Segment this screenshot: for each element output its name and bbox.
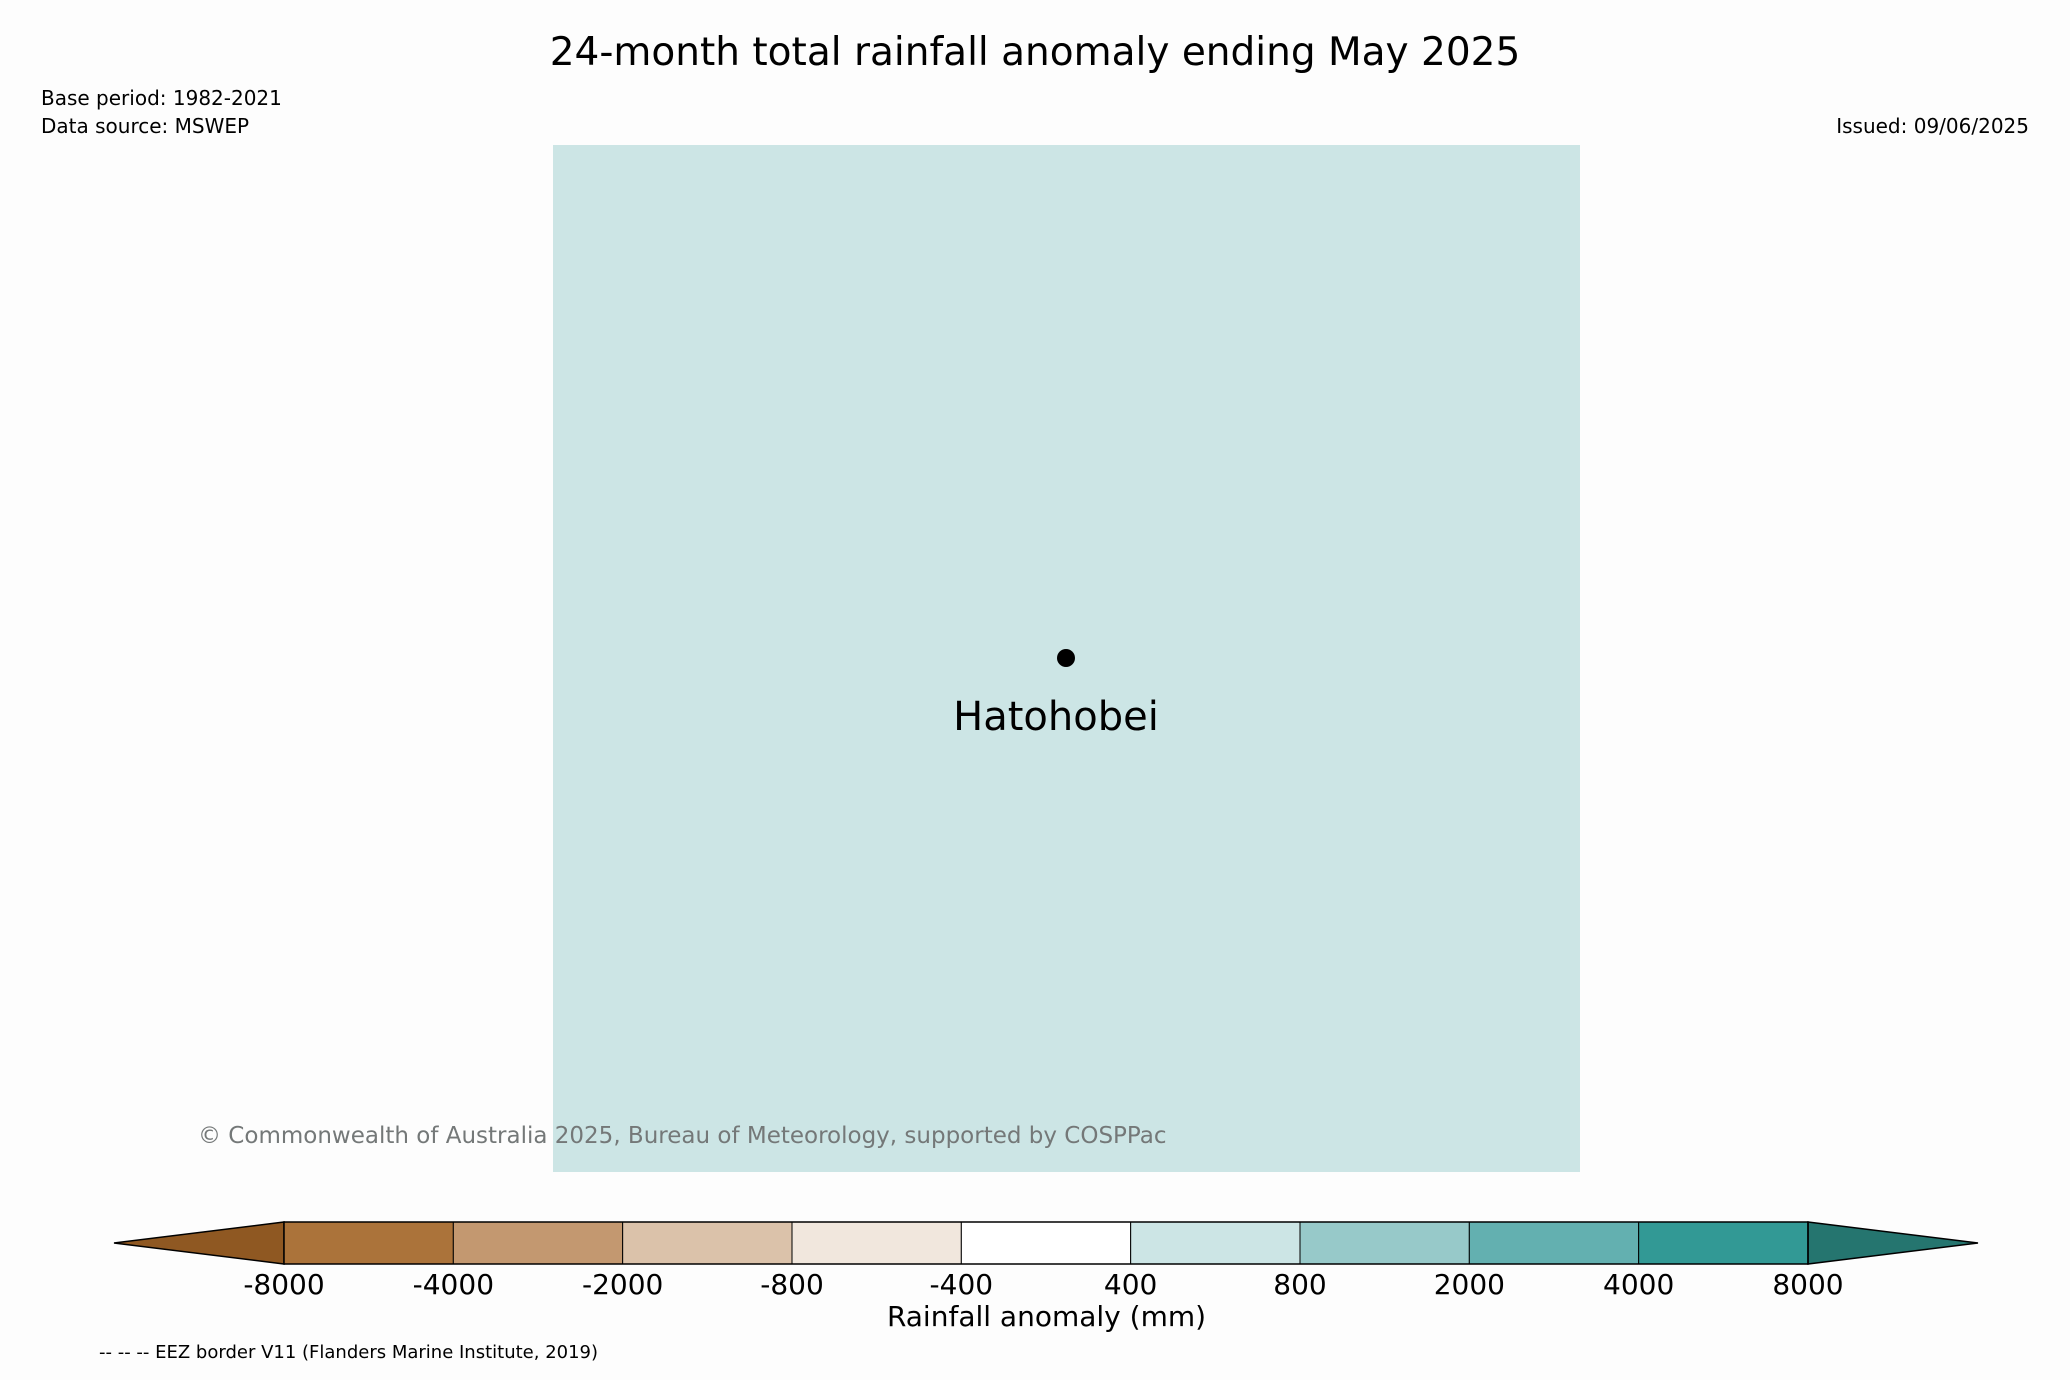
map-title: 24-month total rainfall anomaly ending M… [549,30,1521,75]
colorbar-tick-label: -800 [760,1268,824,1301]
colorbar-segment [622,1221,793,1265]
point-marker-icon [1057,649,1075,667]
colorbar [113,1221,1979,1265]
data-source: Data source: MSWEP [41,114,250,138]
copyright-notice: © Commonwealth of Australia 2025, Bureau… [198,1123,1167,1149]
colorbar-outline [283,1221,1809,1265]
issued-date: Issued: 09/06/2025 [1836,114,2029,138]
colorbar-tick-label: 8000 [1772,1268,1844,1301]
colorbar-segment [1638,1221,1809,1265]
colorbar-tick-label: 800 [1273,1268,1327,1301]
colorbar-segment [1468,1221,1640,1265]
colorbar-tick-label: 400 [1103,1268,1158,1301]
colorbar-label: Rainfall anomaly (mm) [886,1300,1207,1333]
colorbar-tick-label: 4000 [1603,1268,1675,1301]
colorbar-segment [960,1221,1132,1265]
colorbar-extend-under [113,1221,285,1265]
colorbar-segment [1299,1221,1470,1265]
location-label: Hatohobei [953,694,1159,740]
eez-border-note: -- -- -- EEZ border V11 (Flanders Marine… [99,1342,599,1363]
colorbar-tick-label: -400 [929,1268,994,1301]
base-period: Base period: 1982-2021 [41,86,282,110]
colorbar-segment [791,1221,962,1265]
colorbar-extend-over [1807,1221,1979,1265]
anomaly-map: Hatohobei [553,145,1580,1172]
colorbar-tick-label: -8000 [243,1268,325,1301]
colorbar-segment [283,1221,454,1265]
colorbar-segment [452,1221,624,1265]
colorbar-segment [1130,1221,1301,1265]
colorbar-tick-label: -2000 [581,1268,664,1301]
metadata-left: Base period: 1982-2021 Data source: MSWE… [41,84,282,140]
colorbar-tick-label: 2000 [1433,1268,1505,1301]
colorbar-tick-label: -4000 [412,1268,495,1301]
